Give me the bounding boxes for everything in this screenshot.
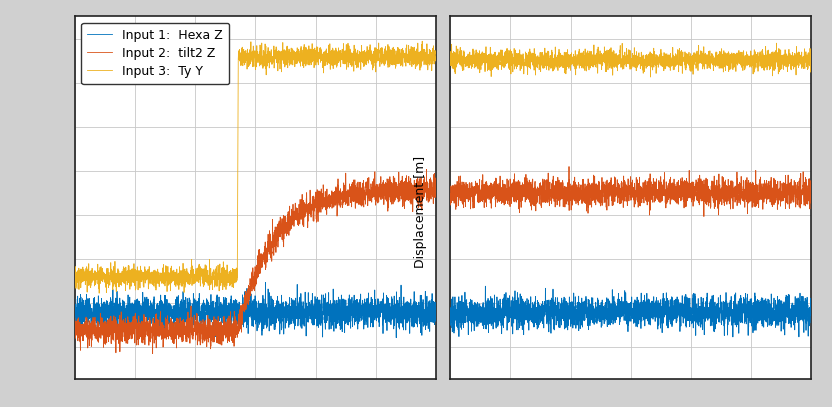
Input 3:  Ty Y: (2.89e+03, 0.988): Ty Y: (2.89e+03, 0.988)	[417, 39, 427, 44]
Input 2:  tilt2 Z: (520, -0.689): tilt2 Z: (520, -0.689)	[132, 334, 142, 339]
Input 2:  tilt2 Z: (0, -0.585): tilt2 Z: (0, -0.585)	[70, 316, 80, 321]
Input 2:  tilt2 Z: (2.94e+03, 0.144): tilt2 Z: (2.94e+03, 0.144)	[423, 188, 433, 193]
Input 3:  Ty Y: (2.94e+03, 0.896): Ty Y: (2.94e+03, 0.896)	[423, 55, 433, 60]
Input 1:  Hexa Z: (2.94e+03, -0.538): Hexa Z: (2.94e+03, -0.538)	[423, 308, 433, 313]
Input 1:  Hexa Z: (342, -0.614): Hexa Z: (342, -0.614)	[111, 321, 121, 326]
Line: Input 3:  Ty Y: Input 3: Ty Y	[75, 41, 436, 293]
Input 3:  Ty Y: (2.62e+03, 0.85): Ty Y: (2.62e+03, 0.85)	[385, 63, 395, 68]
Input 3:  Ty Y: (3e+03, 0.918): Ty Y: (3e+03, 0.918)	[431, 51, 441, 56]
Input 1:  Hexa Z: (1.28e+03, -0.498): Hexa Z: (1.28e+03, -0.498)	[224, 300, 234, 305]
Input 1:  Hexa Z: (2.62e+03, -0.607): Hexa Z: (2.62e+03, -0.607)	[385, 320, 395, 325]
Input 3:  Ty Y: (202, -0.442): Ty Y: (202, -0.442)	[94, 291, 104, 295]
Input 3:  Ty Y: (1.15e+03, -0.346): Ty Y: (1.15e+03, -0.346)	[208, 274, 218, 279]
Input 1:  Hexa Z: (0, -0.474): Hexa Z: (0, -0.474)	[70, 296, 80, 301]
Input 3:  Ty Y: (1.28e+03, -0.332): Ty Y: (1.28e+03, -0.332)	[224, 271, 234, 276]
Text: Displacement [m]: Displacement [m]	[414, 155, 427, 268]
Input 2:  tilt2 Z: (1.28e+03, -0.571): tilt2 Z: (1.28e+03, -0.571)	[224, 313, 234, 318]
Input 1:  Hexa Z: (1.1e+03, -0.696): Hexa Z: (1.1e+03, -0.696)	[203, 336, 213, 341]
Input 1:  Hexa Z: (1.58e+03, -0.382): Hexa Z: (1.58e+03, -0.382)	[260, 280, 270, 285]
Input 3:  Ty Y: (0, -0.332): Ty Y: (0, -0.332)	[70, 271, 80, 276]
Input 2:  tilt2 Z: (3e+03, 0.111): tilt2 Z: (3e+03, 0.111)	[431, 193, 441, 198]
Line: Input 1:  Hexa Z: Input 1: Hexa Z	[75, 282, 436, 338]
Legend: Input 1:  Hexa Z, Input 2:  tilt2 Z, Input 3:  Ty Y: Input 1: Hexa Z, Input 2: tilt2 Z, Input…	[82, 22, 230, 84]
Input 1:  Hexa Z: (520, -0.608): Hexa Z: (520, -0.608)	[132, 320, 142, 325]
Line: Input 2:  tilt2 Z: Input 2: tilt2 Z	[75, 169, 436, 354]
Input 2:  tilt2 Z: (342, -0.679): tilt2 Z: (342, -0.679)	[111, 333, 121, 337]
Input 2:  tilt2 Z: (2.62e+03, 0.219): tilt2 Z: (2.62e+03, 0.219)	[385, 174, 395, 179]
Input 2:  tilt2 Z: (646, -0.784): tilt2 Z: (646, -0.784)	[147, 351, 157, 356]
Input 3:  Ty Y: (521, -0.349): Ty Y: (521, -0.349)	[132, 274, 142, 279]
Input 3:  Ty Y: (343, -0.334): Ty Y: (343, -0.334)	[111, 271, 121, 276]
Input 2:  tilt2 Z: (2.92e+03, 0.26): tilt2 Z: (2.92e+03, 0.26)	[422, 167, 432, 172]
Input 1:  Hexa Z: (3e+03, -0.543): Hexa Z: (3e+03, -0.543)	[431, 309, 441, 313]
Input 2:  tilt2 Z: (1.15e+03, -0.7): tilt2 Z: (1.15e+03, -0.7)	[208, 336, 218, 341]
Input 1:  Hexa Z: (1.15e+03, -0.555): Hexa Z: (1.15e+03, -0.555)	[208, 311, 218, 315]
